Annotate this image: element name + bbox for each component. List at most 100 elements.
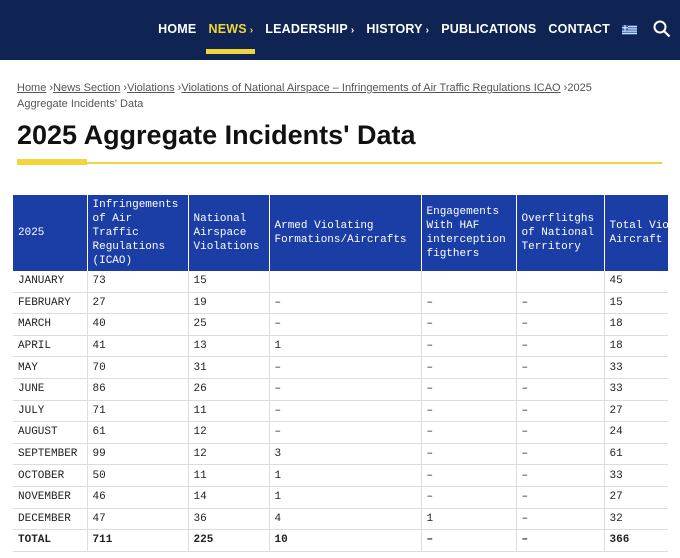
table-cell: – bbox=[421, 400, 517, 423]
breadcrumb: Home News Section Violations Violations of … bbox=[17, 80, 637, 112]
table-cell: JANUARY bbox=[13, 271, 88, 293]
table-cell: 11 bbox=[188, 400, 270, 423]
header-cell: 2025 bbox=[13, 195, 88, 271]
header-row: 2025 Infringements of Air Traffic Regulat… bbox=[13, 195, 668, 271]
table-cell: – bbox=[421, 443, 517, 466]
table-cell: – bbox=[516, 378, 605, 401]
table-cell: 71 bbox=[87, 400, 189, 423]
table-row: DECEMBER 47 36 4 1–32 bbox=[13, 508, 668, 531]
table-cell: 12 bbox=[188, 443, 270, 466]
page-title: 2025 Aggregate Incidents' Data bbox=[17, 120, 416, 150]
table-container: 2025 Infringements of Air Traffic Regulat… bbox=[13, 195, 668, 558]
table-cell: 19 bbox=[188, 292, 270, 315]
breadcrumb-link[interactable]: Violations bbox=[127, 82, 175, 94]
table-cell: 36 bbox=[188, 508, 270, 531]
table-cell: 13 bbox=[188, 335, 270, 358]
nav-link[interactable]: NEWS bbox=[206, 22, 256, 54]
nav-link[interactable]: HISTORY bbox=[366, 22, 429, 36]
table-cell: 27 bbox=[604, 400, 668, 423]
header-cell: Engagements With HAF interception figthe… bbox=[421, 195, 517, 271]
table-cell: – bbox=[421, 421, 517, 444]
table-cell: 27 bbox=[604, 486, 668, 509]
empty-cell bbox=[421, 271, 517, 293]
empty-cell bbox=[269, 271, 422, 293]
table-cell: – bbox=[516, 335, 605, 358]
table-cell: 1 bbox=[269, 335, 422, 358]
table-cell: – bbox=[421, 292, 517, 315]
table-cell: 25 bbox=[188, 313, 270, 336]
table-cell: 18 bbox=[604, 313, 668, 336]
table-cell: 1 bbox=[269, 464, 422, 487]
nav-link[interactable]: PUBLICATIONS bbox=[441, 22, 537, 36]
table-cell: 33 bbox=[604, 378, 668, 401]
table-cell: – bbox=[421, 529, 517, 552]
breadcrumb-link[interactable]: Violations of National Airspace – Infrin… bbox=[181, 82, 561, 94]
table-row: JUNE 86 26– – –33 bbox=[13, 378, 668, 401]
table-cell: 11 bbox=[188, 464, 270, 487]
nav-link[interactable]: HOME bbox=[158, 22, 197, 36]
table-cell: 18 bbox=[604, 335, 668, 358]
table-cell: FEBRUARY bbox=[13, 292, 88, 315]
table-cell: JUNE bbox=[13, 378, 88, 401]
table-row: NOVEMBER 46 14 1– –27 bbox=[13, 486, 668, 509]
language-flag[interactable] bbox=[622, 25, 637, 35]
table-cell: 61 bbox=[87, 421, 189, 444]
table-cell: – bbox=[269, 313, 422, 336]
table-body: JANUARY 73 15 45 FEBRUARY 27 19– – –15 MARCH 40 25–… bbox=[13, 271, 668, 552]
table-cell: 225 bbox=[188, 529, 270, 552]
table-cell: – bbox=[269, 292, 422, 315]
table-row: JANUARY 73 15 45 bbox=[13, 271, 668, 293]
table-row: FEBRUARY 27 19– – –15 bbox=[13, 292, 668, 315]
header-cell: National Airspace Violations bbox=[188, 195, 270, 271]
table-cell: 32 bbox=[604, 508, 668, 531]
table-cell: 12 bbox=[188, 421, 270, 444]
table-cell: 33 bbox=[604, 464, 668, 487]
table-cell: 50 bbox=[87, 464, 189, 487]
header-cell: Armed Violating Formations/Aircrafts bbox=[269, 195, 422, 271]
table-cell: 24 bbox=[604, 421, 668, 444]
table-cell: 14 bbox=[188, 486, 270, 509]
table-cell: – bbox=[516, 486, 605, 509]
table-cell: – bbox=[421, 335, 517, 358]
empty-cell bbox=[516, 271, 605, 293]
table-cell: – bbox=[269, 400, 422, 423]
table-cell: – bbox=[516, 400, 605, 423]
table-cell: – bbox=[516, 529, 605, 552]
table-cell: SEPTEMBER bbox=[13, 443, 88, 466]
table-cell: 1 bbox=[421, 508, 517, 531]
table-cell: 40 bbox=[87, 313, 189, 336]
table-cell: MARCH bbox=[13, 313, 88, 336]
main-nav: HOME NEWS LEADERSHIP HISTORY PUBLICATION… bbox=[158, 22, 610, 54]
table-row: MAY 70 31– – –33 bbox=[13, 356, 668, 379]
table-row: OCTOBER 50 11 1– –33 bbox=[13, 464, 668, 487]
table-cell: – bbox=[516, 464, 605, 487]
table-cell: 31 bbox=[188, 356, 270, 379]
breadcrumb-link[interactable]: News Section bbox=[53, 82, 121, 94]
nav-link[interactable]: LEADERSHIP bbox=[265, 22, 354, 36]
table-cell: – bbox=[421, 378, 517, 401]
table-cell: 45 bbox=[604, 271, 668, 293]
table-cell: 366 bbox=[604, 529, 668, 552]
table-cell: – bbox=[269, 356, 422, 379]
table-cell: – bbox=[421, 464, 517, 487]
table-cell: – bbox=[421, 486, 517, 509]
table-cell: 15 bbox=[604, 292, 668, 315]
breadcrumb-link[interactable]: Home bbox=[17, 82, 47, 94]
table-cell: 27 bbox=[87, 292, 189, 315]
table-row: MARCH 40 25– – –18 bbox=[13, 313, 668, 336]
nav-link[interactable]: CONTACT bbox=[548, 22, 610, 36]
table-cell: – bbox=[516, 508, 605, 531]
table-cell: 41 bbox=[87, 335, 189, 358]
table-row: SEPTEMBER 99 12 3– –61 bbox=[13, 443, 668, 466]
search-icon[interactable] bbox=[653, 20, 671, 38]
table-cell: 711 bbox=[87, 529, 189, 552]
table-cell: 61 bbox=[604, 443, 668, 466]
table-cell: 70 bbox=[87, 356, 189, 379]
data-table: 2025 Infringements of Air Traffic Regulat… bbox=[13, 195, 668, 552]
header-cell: Total Violating Aircraft bbox=[604, 195, 668, 271]
site-header: HOME NEWS LEADERSHIP HISTORY PUBLICATION… bbox=[0, 0, 680, 60]
title-accent bbox=[17, 159, 87, 165]
table-cell: 10 bbox=[269, 529, 422, 552]
table-cell: JULY bbox=[13, 400, 88, 423]
table-cell: 73 bbox=[87, 271, 189, 293]
